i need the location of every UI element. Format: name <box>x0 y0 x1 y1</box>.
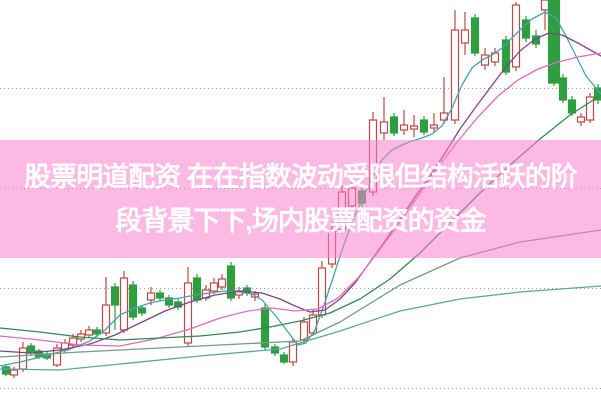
ma-mid-purple <box>0 32 601 354</box>
candle-down <box>279 352 289 364</box>
candle-up <box>379 97 389 140</box>
candle-up <box>76 330 86 342</box>
candle-up <box>209 278 219 294</box>
candle-down <box>242 285 252 296</box>
candle-up <box>217 274 227 290</box>
candle-down <box>558 74 568 103</box>
candle-down <box>389 113 399 136</box>
candle-up <box>119 271 129 333</box>
candle-down <box>26 343 36 356</box>
candle-up <box>511 2 521 71</box>
candle-down <box>501 36 511 75</box>
candle-up <box>450 10 460 124</box>
candle-down <box>128 281 138 320</box>
candle-up <box>84 326 94 338</box>
candle-down <box>155 290 165 301</box>
candle-down <box>593 84 601 104</box>
candle-up <box>101 277 111 336</box>
candle-down <box>110 283 120 330</box>
candle-up <box>183 267 193 346</box>
candle-down <box>1 364 11 376</box>
candle-up <box>585 93 595 123</box>
candle-down <box>226 262 236 301</box>
candle-up <box>409 115 419 137</box>
headline-line-2: 段背景下下,场内股票配资的资金 <box>115 206 487 236</box>
ma-magenta <box>0 52 601 347</box>
ma-slow-teal <box>0 285 601 371</box>
candle-up <box>18 342 28 372</box>
candle-up <box>399 110 409 135</box>
headline-banner: 股票明道配资 在在指数波动受限但结构活跃的阶 段背景下下,场内股票配资的资金 <box>0 140 601 258</box>
candle-up <box>460 12 470 55</box>
candle-down <box>173 299 183 310</box>
candle-down <box>470 14 480 56</box>
candle-up <box>540 0 550 30</box>
candle-down <box>419 116 429 135</box>
candle-down <box>192 274 202 303</box>
candle-down <box>137 305 147 316</box>
headline-line-1: 股票明道配资 在在指数波动受限但结构活跃的阶 <box>24 162 578 192</box>
candle-down <box>521 16 531 42</box>
candle-down <box>547 0 561 86</box>
candle-up <box>146 287 156 305</box>
candle-up <box>429 113 439 133</box>
candle-up <box>52 344 62 367</box>
candle-up <box>576 113 586 126</box>
candle-down <box>164 295 174 308</box>
